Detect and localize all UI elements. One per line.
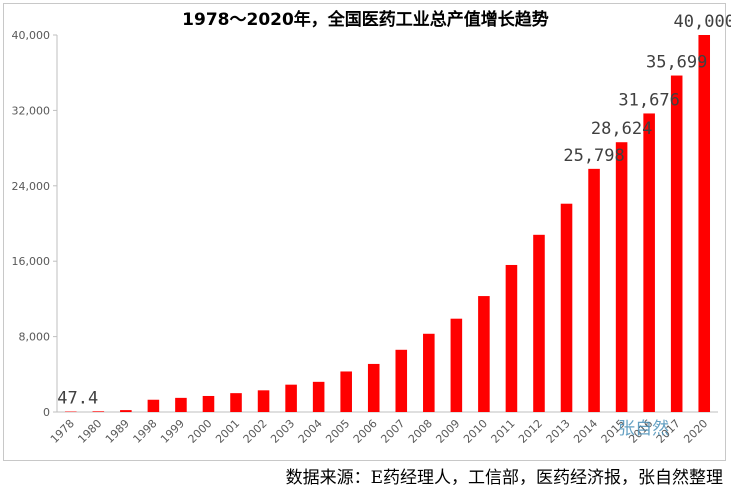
x-tick-label: 2000 <box>186 417 215 446</box>
x-tick-label: 1998 <box>131 417 160 446</box>
bar <box>643 113 655 412</box>
bars <box>64 35 711 412</box>
y-tick-label: 0 <box>43 406 50 419</box>
bar <box>478 296 490 412</box>
axes: 08,00016,00024,00032,00040,0001978198019… <box>12 29 718 446</box>
x-tick-label: 1978 <box>48 417 77 446</box>
data-label: 47.4 <box>57 389 98 409</box>
y-tick-label: 40,000 <box>12 29 51 42</box>
bar <box>257 390 270 412</box>
y-tick-label: 32,000 <box>12 104 51 117</box>
y-tick-label: 8,000 <box>19 331 51 344</box>
x-tick-label: 2008 <box>406 417 435 446</box>
x-tick-label: 2001 <box>213 417 242 446</box>
bar <box>340 371 352 412</box>
bar <box>670 75 683 412</box>
bar <box>147 399 160 412</box>
x-tick-label: 2005 <box>323 417 352 446</box>
source-note: 数据来源：E药经理人，工信部，医药经济报，张自然整理 <box>285 468 723 488</box>
x-tick-label: 2013 <box>544 417 573 446</box>
data-label: 31,676 <box>618 90 679 110</box>
x-tick-label: 2012 <box>516 417 545 446</box>
data-label: 28,624 <box>591 119 652 139</box>
bar <box>450 318 463 412</box>
bar <box>312 381 325 412</box>
bar <box>560 203 573 412</box>
x-tick-label: 2010 <box>461 417 490 446</box>
data-label: 35,699 <box>646 53 707 73</box>
chart-frame <box>3 3 726 461</box>
x-tick-label: 2002 <box>241 417 270 446</box>
x-tick-label: 1980 <box>75 417 104 446</box>
bar <box>505 264 518 412</box>
bar <box>395 349 408 412</box>
bar <box>533 234 545 412</box>
bar <box>615 142 628 412</box>
bar <box>92 411 105 412</box>
bar <box>230 393 242 412</box>
x-tick-label: 2006 <box>351 417 380 446</box>
bar <box>698 35 711 412</box>
x-tick-label: 2009 <box>433 417 462 446</box>
chart-title: 1978～2020年，全国医药工业总产值增长趋势 <box>182 10 549 30</box>
x-tick-label: 2020 <box>681 417 710 446</box>
x-tick-label: 2007 <box>378 417 407 446</box>
x-tick-label: 2003 <box>268 417 297 446</box>
x-tick-label: 2014 <box>571 417 600 446</box>
x-tick-label: 1989 <box>103 417 132 446</box>
bar <box>285 384 297 412</box>
data-label: 40,000 <box>674 12 731 32</box>
bar <box>175 397 187 412</box>
bar <box>120 410 132 412</box>
y-tick-label: 24,000 <box>12 180 51 193</box>
x-tick-label: 1999 <box>158 417 187 446</box>
bar <box>202 395 215 412</box>
bar <box>367 363 380 412</box>
bar <box>588 168 600 412</box>
watermark: 张自然 <box>618 419 669 439</box>
y-tick-label: 16,000 <box>12 255 51 268</box>
x-tick-label: 2004 <box>296 417 325 446</box>
x-tick-label: 2011 <box>489 417 518 446</box>
data-labels: 47.4 25,798 28,624 31,676 35,699 40,000 <box>57 12 731 409</box>
data-label: 25,798 <box>563 146 624 166</box>
bar <box>423 333 435 412</box>
